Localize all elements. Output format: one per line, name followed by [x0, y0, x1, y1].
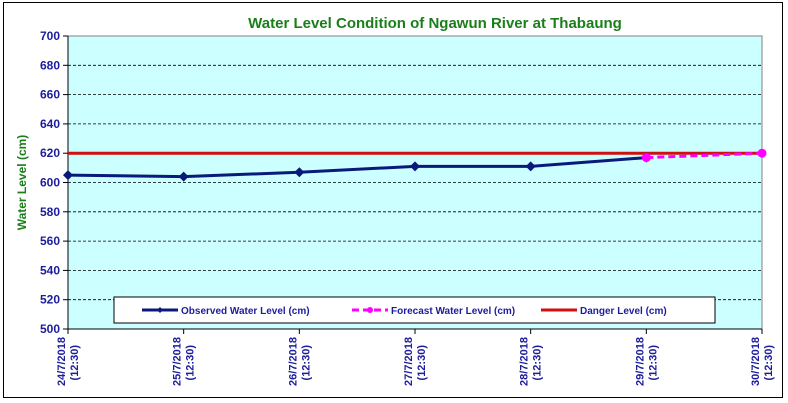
x-tick-date: 29/7/2018: [634, 337, 646, 386]
legend-box: [113, 296, 716, 324]
chart-title: Water Level Condition of Ngawun River at…: [248, 15, 622, 32]
x-tick-date: 27/7/2018: [403, 337, 415, 386]
y-tick-label: 520: [40, 293, 60, 307]
x-tick-label: 30/7/2018 (12:30): [750, 337, 775, 386]
x-tick-time: (12:30): [532, 345, 544, 381]
y-tick-label: 600: [40, 176, 60, 190]
x-tick-label: 26/7/2018 (12:30): [287, 337, 312, 386]
x-tick-date: 30/7/2018: [750, 337, 762, 386]
legend-marker: [157, 307, 163, 313]
series-layer: [63, 148, 767, 182]
legend-label: Danger Level (cm): [580, 306, 667, 317]
x-tick-label: 28/7/2018 (12:30): [519, 337, 544, 386]
legend-label: Forecast Water Level (cm): [391, 306, 515, 317]
observed-data-point: [294, 167, 305, 178]
x-tick-date: 26/7/2018: [287, 337, 299, 386]
y-tick-label: 660: [40, 88, 60, 102]
x-axis-ticks: 24/7/2018 (12:30) 25/7/2018 (12:30) 26/7/201…: [56, 329, 775, 386]
legend: Observed Water Level (cm) Forecast Water …: [113, 296, 716, 324]
y-axis-label: Water Level (cm): [15, 135, 29, 231]
x-tick-label: 24/7/2018 (12:30): [56, 337, 81, 386]
y-tick-label: 680: [40, 58, 60, 72]
legend-label: Observed Water Level (cm): [181, 306, 310, 317]
x-tick-time: (12:30): [69, 345, 81, 381]
observed-data-point: [525, 161, 536, 172]
series-line-0: [67, 156, 647, 179]
x-tick-label: 29/7/2018 (12:30): [634, 337, 659, 386]
x-tick-time: (12:30): [647, 345, 659, 381]
observed-data-point: [178, 171, 189, 182]
y-tick-label: 500: [40, 322, 60, 336]
x-tick-date: 24/7/2018: [56, 337, 68, 386]
y-tick-label: 640: [40, 117, 60, 131]
y-axis-ticks: 500 520 540 560 580 600 620 640 660 680 700: [40, 29, 68, 336]
x-tick-time: (12:30): [416, 345, 428, 381]
x-tick-date: 28/7/2018: [519, 337, 531, 386]
observed-data-point: [410, 161, 420, 172]
y-tick-label: 540: [40, 263, 60, 277]
observed-data-point: [63, 170, 73, 181]
y-tick-label: 580: [40, 205, 60, 219]
y-tick-label: 560: [40, 234, 60, 248]
x-tick-label: 27/7/2018 (12:30): [403, 337, 428, 386]
legend-marker: [367, 307, 373, 313]
forecast-data-point: [757, 148, 767, 158]
x-tick-time: (12:30): [300, 345, 312, 381]
y-tick-label: 700: [40, 29, 60, 43]
x-tick-date: 25/7/2018: [172, 337, 184, 386]
y-tick-label: 620: [40, 146, 60, 160]
x-tick-time: (12:30): [185, 345, 197, 381]
x-tick-time: (12:30): [763, 345, 775, 381]
forecast-data-point: [641, 153, 651, 163]
series-line-1: [646, 151, 763, 160]
x-tick-label: 25/7/2018 (12:30): [172, 337, 197, 386]
